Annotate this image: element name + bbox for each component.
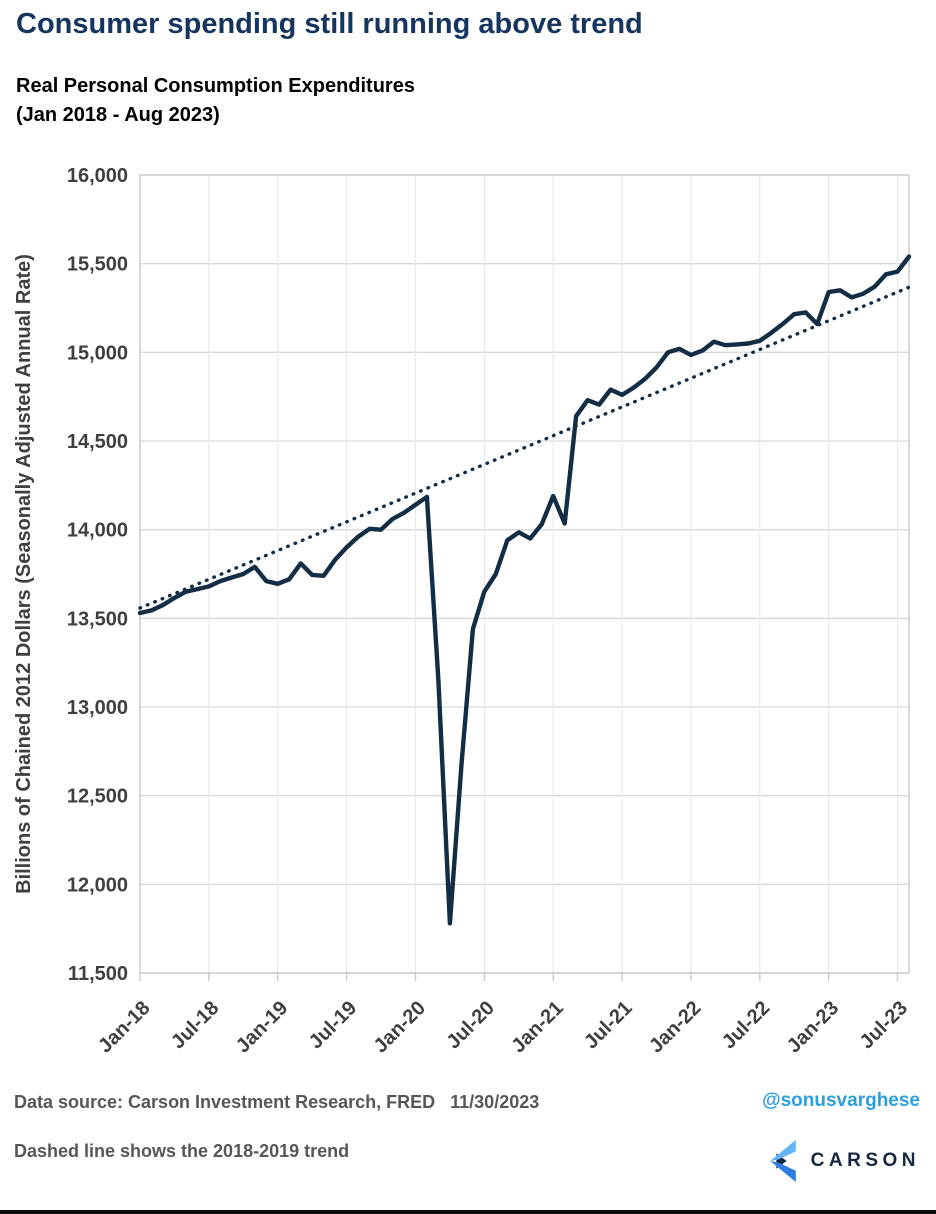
y-tick-label: 11,500 [68,963,128,985]
y-tick-label: 15,000 [67,342,128,364]
trend-line-layer [138,285,911,610]
x-tick-label: Jan-19 [232,997,292,1057]
logo-blue-arm [769,1161,796,1182]
x-tick-label: Jul-20 [442,997,498,1053]
dashed-line-note: Dashed line shows the 2018-2019 trend [14,1141,350,1161]
x-tick-label: Jan-23 [783,997,843,1057]
data-source-text: Data source: Carson Investment Research,… [14,1092,540,1112]
y-axis-title: Billions of Chained 2012 Dollars (Season… [13,254,35,894]
x-tick-label: Jul-21 [580,997,636,1053]
plot-border [139,174,910,974]
x-tick-label: Jul-18 [167,997,223,1053]
chart-subtitle: Real Personal Consumption Expenditures (… [16,72,415,130]
axis-labels: 11,500 12,000 12,500 13,000 13,500 14,000 14,5… [67,165,912,1057]
x-tick-label: Jan-18 [94,997,154,1057]
trend-dotted-line [138,285,911,610]
pce-line-chart: Billions of Chained 2012 Dollars (Season… [13,165,912,1057]
y-tick-label: 12,000 [67,874,128,896]
series-line-layer [137,254,912,926]
chart-subtitle-line2: (Jan 2018 - Aug 2023) [16,104,220,126]
y-tick-label: 16,000 [67,165,128,187]
x-tick-label: Jan-20 [370,997,430,1057]
page-title: Consumer spending still running above tr… [16,8,643,40]
chart-subtitle-line1: Real Personal Consumption Expenditures [16,75,415,97]
bottom-border-line [0,1210,936,1214]
y-tick-label: 13,000 [67,697,128,719]
y-tick-label: 12,500 [67,786,128,808]
logo-light-arm [769,1140,796,1161]
y-tick-label: 14,500 [67,431,128,453]
twitter-handle[interactable]: @sonusvarghese [762,1090,920,1111]
x-tick-label: Jul-22 [718,997,774,1053]
x-tick-label: Jul-23 [856,997,912,1053]
x-tick-label: Jan-22 [645,997,705,1057]
y-tick-label: 13,500 [67,608,128,630]
x-tick-label: Jan-21 [507,997,567,1057]
carson-logo: CARSON [769,1140,920,1182]
x-tick-label: Jul-19 [305,997,361,1053]
y-tick-label: 14,000 [67,520,128,542]
carson-wordmark: CARSON [810,1150,920,1171]
pce-series-line [137,254,912,926]
gridlines [139,174,910,974]
y-tick-label: 15,500 [67,254,128,276]
carson-chevron-icon [769,1140,796,1182]
